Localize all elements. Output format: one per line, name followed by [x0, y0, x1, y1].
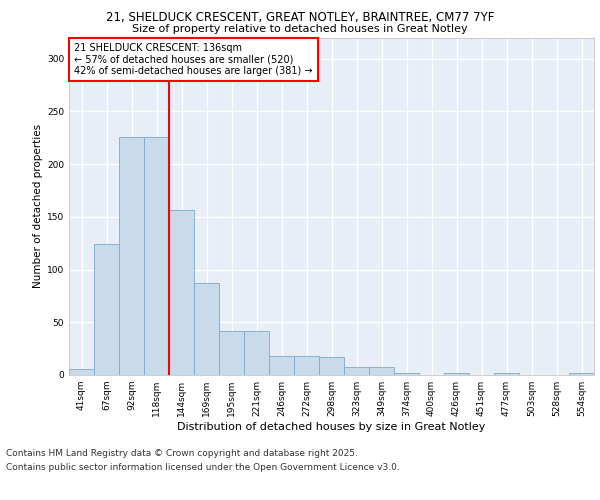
Text: 21 SHELDUCK CRESCENT: 136sqm
← 57% of detached houses are smaller (520)
42% of s: 21 SHELDUCK CRESCENT: 136sqm ← 57% of de… [74, 42, 313, 76]
Y-axis label: Number of detached properties: Number of detached properties [33, 124, 43, 288]
Bar [269, 356, 294, 375]
Bar [369, 366, 394, 375]
Bar [69, 368, 94, 375]
Bar [169, 210, 194, 375]
Bar [244, 330, 269, 375]
Bar [144, 136, 169, 375]
Bar [294, 356, 319, 375]
Bar [319, 357, 344, 375]
Text: Contains public sector information licensed under the Open Government Licence v3: Contains public sector information licen… [6, 464, 400, 472]
Bar [194, 283, 219, 375]
Bar [494, 373, 519, 375]
Bar [394, 373, 419, 375]
Bar [444, 373, 469, 375]
Text: Contains HM Land Registry data © Crown copyright and database right 2025.: Contains HM Land Registry data © Crown c… [6, 448, 358, 458]
Bar [94, 244, 119, 375]
Bar [219, 330, 244, 375]
Bar [119, 136, 144, 375]
Bar [569, 373, 594, 375]
Text: Size of property relative to detached houses in Great Notley: Size of property relative to detached ho… [132, 24, 468, 34]
Text: 21, SHELDUCK CRESCENT, GREAT NOTLEY, BRAINTREE, CM77 7YF: 21, SHELDUCK CRESCENT, GREAT NOTLEY, BRA… [106, 11, 494, 24]
X-axis label: Distribution of detached houses by size in Great Notley: Distribution of detached houses by size … [178, 422, 485, 432]
Bar [344, 366, 369, 375]
